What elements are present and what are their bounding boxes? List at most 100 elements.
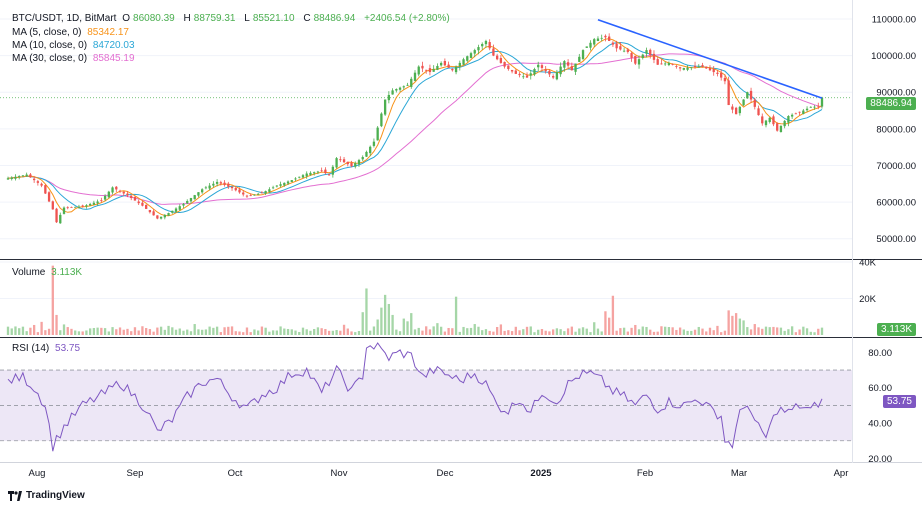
candle-body [790,114,794,117]
ma30-path [7,53,823,205]
volume-bar [369,330,372,335]
volume-bar [178,328,181,335]
candle [656,56,659,65]
candle-body [152,211,155,216]
candle-body [615,43,618,49]
volume-bar [764,326,768,335]
volume-bar [421,330,424,335]
volume-bar [144,328,148,335]
candle-body [174,208,178,212]
volume-bar [589,332,592,335]
volume-bars [6,265,824,335]
candle-body [585,46,588,48]
volume-bar [174,329,178,335]
candle [615,40,618,52]
candle-body [369,146,372,154]
candle [761,113,764,126]
candle-body [761,116,764,124]
candle-body [103,195,107,200]
rsi-tick-label: 40.00 [868,419,892,430]
candle-body [77,206,81,208]
candle [604,34,607,42]
volume-bar [518,330,521,335]
volume-bar [734,313,738,335]
volume-bar [451,328,454,335]
candle [6,176,10,180]
volume-bar [630,327,633,335]
volume-bar [488,330,491,335]
volume-bar [320,328,323,335]
price-tick-label: 90000.00 [876,88,916,99]
candle [212,181,215,188]
ma5-legend[interactable]: MA (5, close, 0) 85342.17 [12,27,129,38]
candle [574,63,577,76]
volume-bar [201,329,204,335]
candle-body [197,192,200,196]
volume-tick-label: 20K [859,294,877,305]
candle-body [376,127,379,141]
candle-body [275,185,279,187]
volume-bar [32,324,36,335]
candle-body [137,201,140,204]
candle [354,161,357,169]
candle-body [316,171,320,173]
candle [208,183,211,191]
volume-bar [242,332,245,335]
candle [820,96,824,109]
ma10-legend[interactable]: MA (10, close, 0) 84720.03 [12,40,135,51]
tradingview-logo[interactable]: TradingView [8,490,85,501]
candle [14,174,17,181]
time-tick-label: Feb [637,468,653,479]
candle-body [141,202,144,206]
candle [74,206,77,208]
branding-text: TradingView [26,490,85,501]
candle-body [335,158,338,168]
candle-body [122,191,125,194]
candle-body [264,191,267,194]
candle-body [720,72,723,78]
trendline[interactable] [597,18,823,99]
candle-body [604,35,607,38]
candle-body [417,66,420,75]
candle-body [436,65,439,70]
candle [305,171,308,179]
candle-body [499,58,503,63]
volume-bar [753,324,756,335]
candle-body [626,49,629,52]
candle-body [383,99,387,115]
candle-body [637,59,641,65]
candle-body [62,207,66,214]
candle-body [283,182,286,186]
volume-bar [148,329,152,335]
volume-bar [163,329,166,335]
candle-body [47,192,51,202]
candle-body [406,84,409,86]
candle-body [413,72,417,81]
candle-body [798,111,801,113]
candle [690,66,693,71]
volume-bar [481,330,484,335]
candle [130,195,133,201]
candle [447,61,450,68]
candle [309,171,312,176]
volume-bar [447,327,450,335]
candle [32,175,36,183]
volume-bar [406,321,409,335]
volume-legend[interactable]: Volume 3.113K [12,267,83,278]
candle-body [301,175,305,178]
candle [59,212,62,224]
volume-bar [469,327,473,335]
candle [675,65,678,69]
candle [425,69,428,74]
volume-bar [611,295,615,335]
rsi-legend[interactable]: RSI (14) 53.75 [12,343,81,354]
candle [320,167,323,173]
candle [298,176,301,179]
candle [365,150,368,157]
candle [630,51,633,62]
volume-bar [335,330,338,335]
candle [499,55,503,64]
ma30-legend[interactable]: MA (30, close, 0) 85845.19 [12,53,135,64]
volume-bar [410,313,413,335]
volume-bar [716,325,719,335]
